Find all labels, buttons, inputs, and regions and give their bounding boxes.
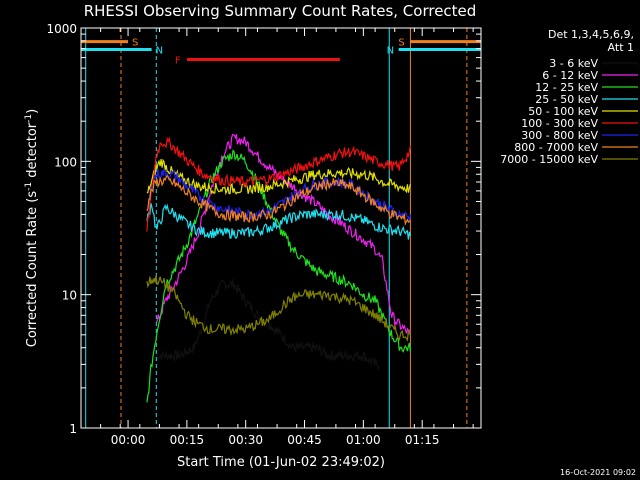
legend-label-6: 300 - 800 keV xyxy=(521,129,598,142)
y-axis-label-main: Corrected Count Rate (s xyxy=(25,191,40,348)
y-tick-label-2: 100 xyxy=(54,155,77,169)
flag-label-0: S xyxy=(132,38,138,49)
chart-title: RHESSI Observing Summary Count Rates, Co… xyxy=(84,2,477,20)
series-line-3 xyxy=(146,203,411,240)
x-tick-label-1: 00:15 xyxy=(170,433,205,447)
series-line-0 xyxy=(155,279,381,371)
y-axis-label-sup-1: -1 xyxy=(24,182,34,191)
legend-label-4: 50 - 100 keV xyxy=(528,105,598,118)
legend-label-5: 100 - 300 keV xyxy=(521,117,598,130)
x-axis-label: Start Time (01-Jun-02 23:49:02) xyxy=(177,455,385,470)
legend-header-2: Att 1 xyxy=(608,41,634,54)
flag-label-2: N xyxy=(387,45,394,56)
y-tick-label-3: 1000 xyxy=(46,22,77,36)
series-line-5 xyxy=(146,136,411,232)
y-tick-label-0: 1 xyxy=(69,422,77,436)
legend-label-0: 3 - 6 keV xyxy=(549,57,598,70)
x-tick-label-2: 00:30 xyxy=(228,433,263,447)
y-axis: 1 10 100 1000 xyxy=(46,22,481,436)
y-axis-label-sup-2: -1 xyxy=(24,114,34,123)
legend-label-2: 12 - 25 keV xyxy=(535,81,598,94)
x-axis: 00:00 00:15 00:30 00:45 01:00 01:15 xyxy=(80,28,474,447)
flag-label-3: S xyxy=(398,38,404,49)
y-axis-label: Corrected Count Rate (s-1 detector-1) xyxy=(24,109,40,347)
x-tick-label-3: 00:45 xyxy=(287,433,322,447)
y-axis-label-mid: detector xyxy=(25,122,40,182)
legend-label-7: 800 - 7000 keV xyxy=(514,141,598,154)
plot-frame xyxy=(80,27,482,429)
legend-header-1: Det 1,3,4,5,6,9, xyxy=(548,28,634,41)
y-axis-label-end: ) xyxy=(25,109,40,114)
x-tick-label-0: 00:00 xyxy=(111,433,146,447)
footer-date: 16-Oct-2021 09:02 xyxy=(560,468,636,477)
x-tick-label-5: 01:15 xyxy=(405,433,440,447)
legend-label-1: 6 - 12 keV xyxy=(542,69,598,82)
series-line-2 xyxy=(146,149,411,403)
series-line-8 xyxy=(146,275,411,342)
y-tick-label-1: 10 xyxy=(62,289,77,303)
flag-label-4: F xyxy=(175,56,181,67)
series-line-7 xyxy=(146,174,411,227)
legend-label-3: 25 - 50 keV xyxy=(535,93,598,106)
series-line-6 xyxy=(146,166,411,222)
legend-label-8: 7000 - 15000 keV xyxy=(500,153,598,166)
x-tick-label-4: 01:00 xyxy=(346,433,381,447)
flag-label-1: N xyxy=(156,45,163,56)
